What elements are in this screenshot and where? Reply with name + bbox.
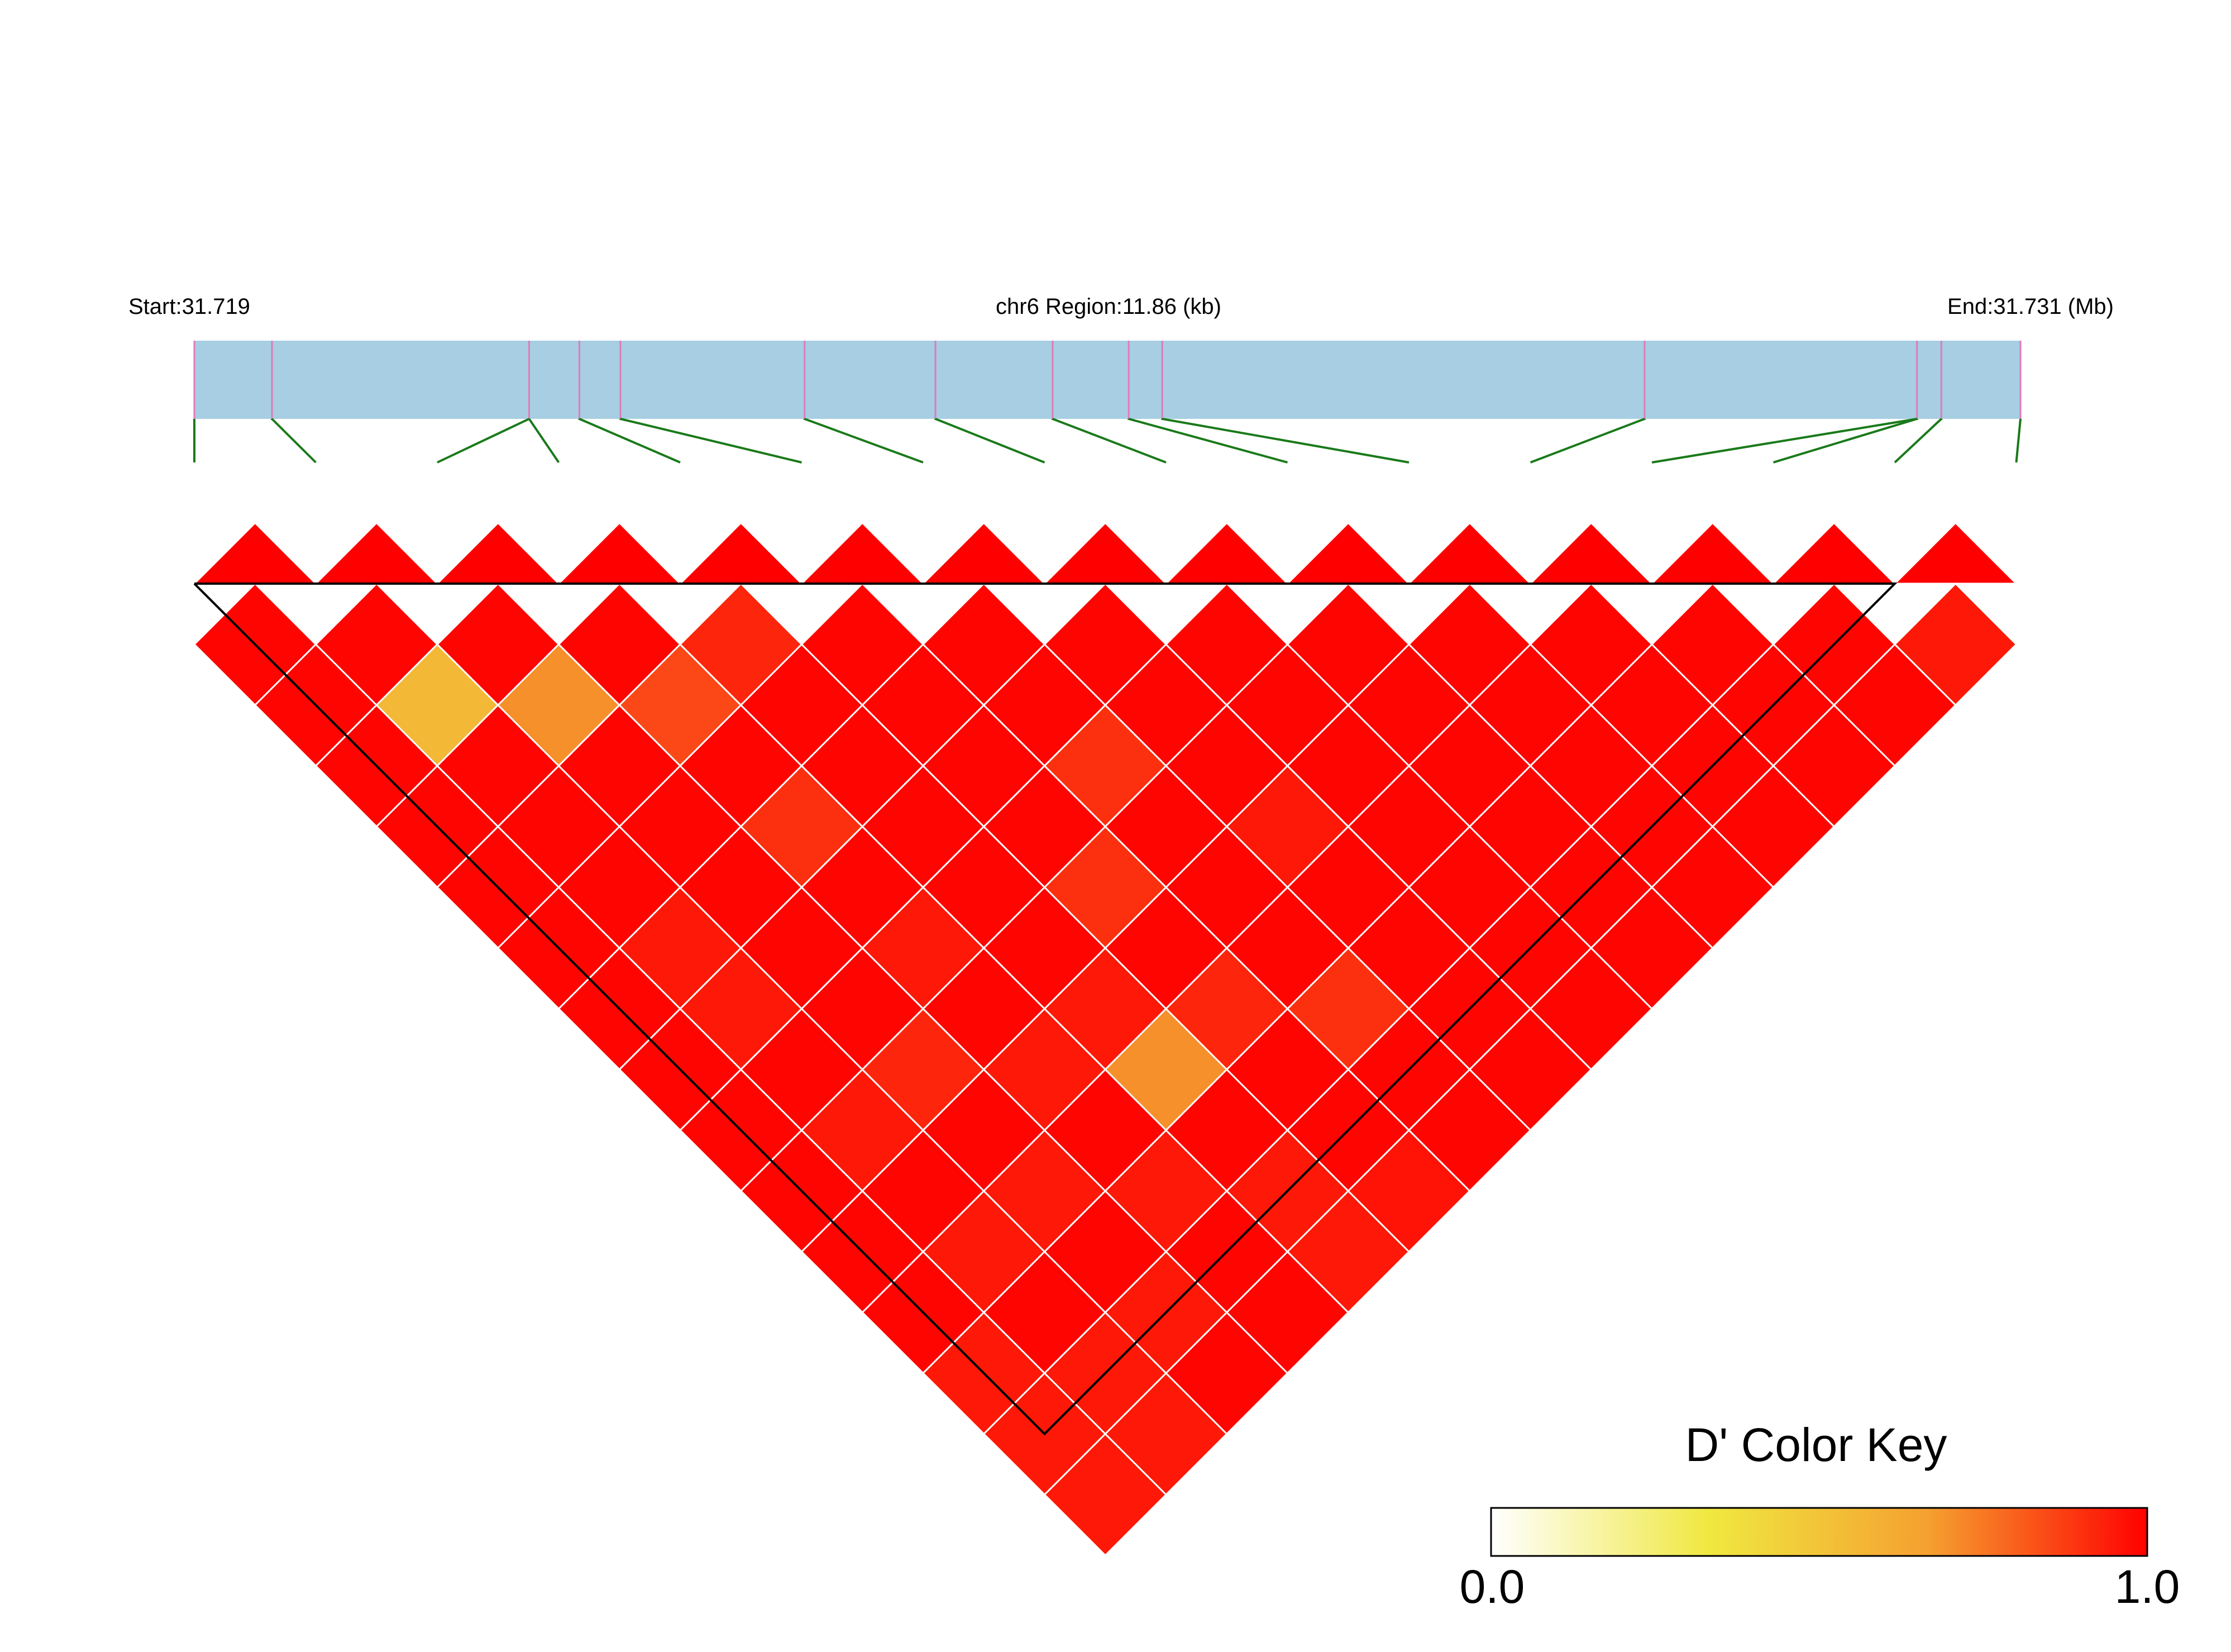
ld-top-cell	[1528, 522, 1654, 585]
outlines	[193, 583, 1898, 1436]
snp-connector	[1162, 418, 1410, 464]
color-key-title: D' Color Key	[1685, 1419, 1947, 1471]
ld-top-cell	[313, 522, 439, 585]
ld-top-cell	[1164, 522, 1290, 585]
snp-marks	[193, 341, 2022, 419]
snp-connector	[528, 418, 560, 464]
snp-connector	[437, 418, 530, 464]
ld-top-cell	[1407, 522, 1533, 585]
snp-connector	[935, 418, 1045, 464]
ld-top-cell	[799, 522, 925, 585]
snp-connector	[620, 418, 802, 464]
ld-top-cell	[1650, 522, 1776, 585]
snp-connector	[804, 418, 924, 464]
ld-top-cell	[1771, 522, 1897, 585]
ld-top-cell	[1893, 522, 2019, 585]
snp-connector	[1651, 418, 1918, 464]
ld-top-cell	[678, 522, 804, 585]
snp-connector	[2015, 418, 2022, 463]
ld-top-cell	[1285, 522, 1411, 585]
ld-top-cell	[556, 522, 682, 585]
snp-connector	[1052, 418, 1167, 464]
ld-cells	[192, 522, 2019, 1557]
end-label: End:31.731 (Mb)	[1947, 294, 2114, 319]
color-key-min-label: 0.0	[1460, 1560, 1525, 1613]
ld-top-cell	[921, 522, 1047, 585]
snp-links	[193, 418, 2022, 464]
ld-top-cell	[192, 522, 318, 585]
snp-connector	[1773, 418, 1918, 464]
region-bar	[194, 341, 2020, 419]
snp-connector	[1530, 418, 1645, 464]
ld-cell	[1893, 582, 2018, 706]
snp-connector	[1128, 418, 1288, 464]
color-key-bar	[1490, 1507, 2148, 1557]
color-key-max-label: 1.0	[2115, 1560, 2180, 1613]
ld-top-cell	[1042, 522, 1168, 585]
snp-connector	[1894, 418, 1942, 464]
region-label: chr6 Region:11.86 (kb)	[996, 294, 1221, 319]
ld-top-cell	[435, 522, 561, 585]
snp-connector	[271, 418, 317, 464]
ld-block-outline	[193, 583, 1898, 1436]
snp-connector	[579, 418, 681, 464]
start-label: Start:31.719	[128, 294, 250, 319]
